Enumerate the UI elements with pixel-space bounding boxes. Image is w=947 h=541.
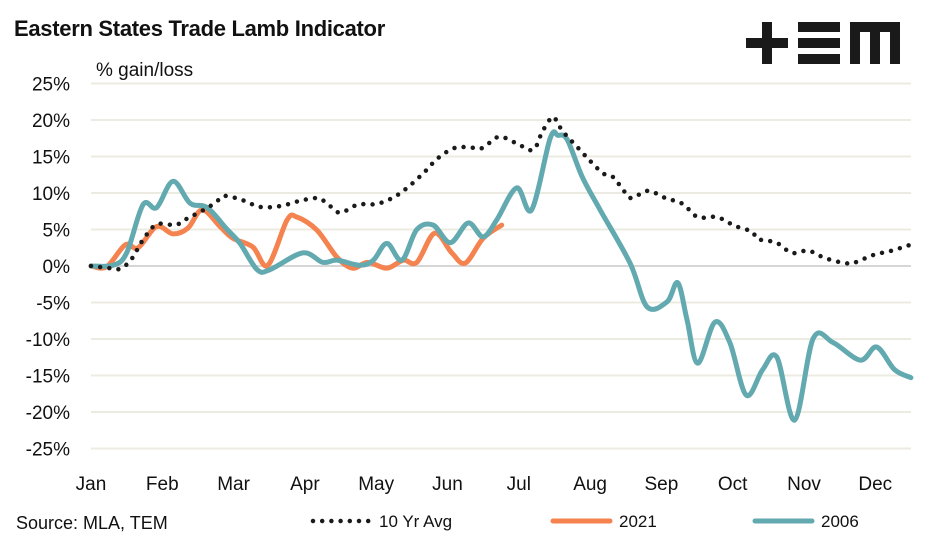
y-tick-label: -5% <box>36 294 70 315</box>
y-tick-label: 25% <box>32 75 70 96</box>
y-tick-label: -25% <box>26 440 70 461</box>
legend-label: 2021 <box>619 512 657 531</box>
y-tick-label: 20% <box>32 111 70 132</box>
y-tick-label: -20% <box>26 403 70 424</box>
y-tick-label: 15% <box>32 148 70 169</box>
y-tick-label: 5% <box>43 221 71 242</box>
x-tick-label: Oct <box>718 474 748 495</box>
series-line-10-yr-avg <box>88 114 913 272</box>
y-axis-label: % gain/loss <box>96 60 194 81</box>
tem-logo <box>746 22 900 64</box>
x-tick-label: Mar <box>217 474 250 495</box>
x-tick-label: Nov <box>787 474 821 495</box>
x-tick-label: Jun <box>432 474 463 495</box>
x-tick-label: Aug <box>573 474 607 495</box>
y-tick-label: 10% <box>32 184 70 205</box>
y-tick-label: -15% <box>26 367 70 388</box>
x-tick-label: Dec <box>858 474 892 495</box>
x-tick-label: Sep <box>644 474 678 495</box>
x-tick-label: Feb <box>146 474 179 495</box>
series-line-2021 <box>88 207 505 271</box>
x-tick-label: May <box>358 474 394 495</box>
x-tick-label: Jan <box>76 474 107 495</box>
y-tick-label: 0% <box>43 257 71 278</box>
series-line-2006 <box>88 129 914 423</box>
y-tick-label: -10% <box>26 330 70 351</box>
chart-title: Eastern States Trade Lamb Indicator <box>14 16 385 41</box>
x-tick-label: Apr <box>290 474 320 495</box>
source-note: Source: MLA, TEM <box>16 513 168 533</box>
x-tick-label: Jul <box>507 474 531 495</box>
legend-label: 10 Yr Avg <box>379 512 452 531</box>
legend-label: 2006 <box>821 512 859 531</box>
